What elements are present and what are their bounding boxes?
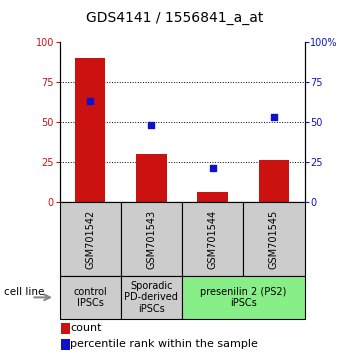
- Bar: [121, 202, 182, 276]
- Text: cell line: cell line: [4, 287, 44, 297]
- Bar: [136, 154, 167, 202]
- Text: GSM701543: GSM701543: [146, 209, 156, 269]
- Text: GSM701542: GSM701542: [85, 209, 95, 269]
- Bar: [121, 276, 182, 319]
- Text: GSM701544: GSM701544: [208, 209, 218, 269]
- Text: Sporadic
PD-derived
iPSCs: Sporadic PD-derived iPSCs: [125, 281, 178, 314]
- Bar: [182, 202, 243, 276]
- Text: count: count: [70, 323, 101, 333]
- Point: [271, 115, 277, 120]
- Point: [148, 122, 154, 128]
- Text: control
IPSCs: control IPSCs: [73, 286, 107, 308]
- Point: [88, 98, 93, 104]
- Bar: [60, 202, 121, 276]
- Point: [210, 166, 216, 171]
- Text: percentile rank within the sample: percentile rank within the sample: [70, 339, 258, 349]
- Text: presenilin 2 (PS2)
iPSCs: presenilin 2 (PS2) iPSCs: [200, 286, 286, 308]
- Bar: [60, 276, 121, 319]
- Text: GSM701545: GSM701545: [269, 209, 279, 269]
- Bar: [259, 160, 289, 202]
- Bar: [197, 192, 228, 202]
- Bar: [243, 202, 304, 276]
- Bar: [75, 58, 105, 202]
- Text: GDS4141 / 1556841_a_at: GDS4141 / 1556841_a_at: [86, 11, 264, 25]
- Bar: [182, 276, 304, 319]
